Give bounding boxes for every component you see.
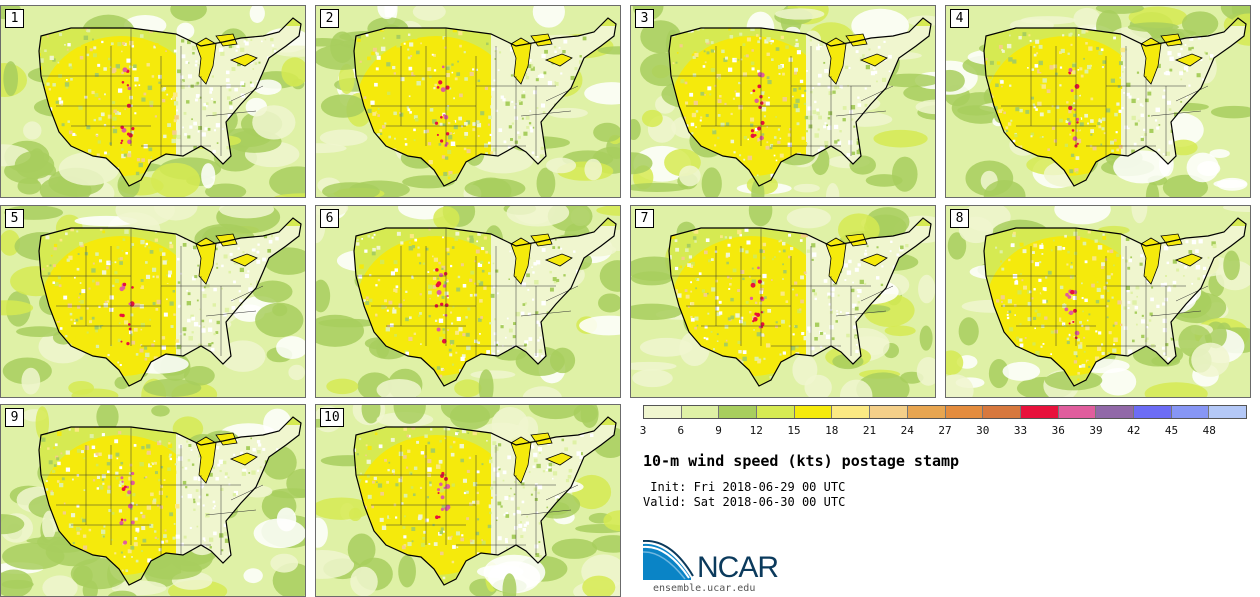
chart-title: 10-m wind speed (kts) postage stamp (643, 452, 960, 470)
wind-speed-map (631, 206, 935, 397)
colorbar-tick-label: 24 (900, 424, 914, 437)
colorbar-tick-label: 42 (1127, 424, 1141, 437)
member-label: 1 (5, 9, 24, 28)
colorbar-swatch (719, 406, 758, 418)
colorbar-swatch (1058, 406, 1097, 418)
member-panel-3: 3 (630, 5, 936, 198)
member-panel-4: 4 (945, 5, 1251, 198)
member-label: 8 (950, 209, 969, 228)
colorbar-tick-label: 27 (938, 424, 952, 437)
colorbar-swatch (794, 406, 833, 418)
member-label: 6 (320, 209, 339, 228)
colorbar-tick-label: 6 (677, 424, 685, 437)
wind-speed-map (1, 6, 305, 197)
colorbar-tick-label: 30 (976, 424, 990, 437)
member-label: 2 (320, 9, 339, 28)
colorbar-tick-label: 48 (1202, 424, 1216, 437)
colorbar-tick-label: 21 (862, 424, 877, 437)
wind-speed-map (316, 405, 620, 596)
colorbar-ticks: 3 6 9 12 15 18 21 24 27 30 33 36 39 42 45 48 (639, 424, 1247, 440)
member-label: 10 (320, 408, 344, 427)
member-panel-9: 9 (0, 404, 306, 597)
wind-speed-map (946, 6, 1250, 197)
colorbar-swatch (644, 406, 682, 418)
member-label: 7 (635, 209, 654, 228)
colorbar (643, 405, 1247, 419)
wind-speed-map (1, 405, 305, 596)
colorbar-swatch (1171, 406, 1210, 418)
colorbar-swatch (907, 406, 946, 418)
colorbar-swatch (1133, 406, 1172, 418)
wind-speed-map (316, 206, 620, 397)
colorbar-swatch (1209, 406, 1246, 418)
colorbar-tick-label: 3 (639, 424, 647, 437)
wind-speed-map (946, 206, 1250, 397)
colorbar-tick-label: 45 (1164, 424, 1179, 437)
member-label: 9 (5, 408, 24, 427)
colorbar-swatch (681, 406, 720, 418)
colorbar-swatch (1096, 406, 1134, 418)
logo-url: ensemble.ucar.edu (653, 583, 756, 594)
colorbar-tick-label: 39 (1089, 424, 1103, 437)
ncar-logo-icon (643, 540, 694, 580)
wind-speed-map (316, 6, 620, 197)
colorbar-swatch (757, 406, 795, 418)
colorbar-tick-label: 9 (715, 424, 722, 437)
colorbar-tick-label: 36 (1051, 424, 1065, 437)
wind-speed-map (1, 206, 305, 397)
colorbar-swatch (945, 406, 984, 418)
member-label: 3 (635, 9, 654, 28)
colorbar-tick-label: 15 (787, 424, 801, 437)
colorbar-tick-label: 33 (1013, 424, 1028, 437)
member-panel-2: 2 (315, 5, 621, 198)
member-panel-5: 5 (0, 205, 306, 398)
logo-name: NCAR (697, 551, 779, 584)
valid-time: Valid: Sat 2018-06-30 00 UTC (643, 495, 846, 509)
member-panel-10: 10 (315, 404, 621, 597)
colorbar-tick-label: 18 (825, 424, 839, 437)
colorbar-tick-label: 12 (749, 424, 763, 437)
member-label: 4 (950, 9, 969, 28)
init-time: Init: Fri 2018-06-29 00 UTC (643, 480, 846, 494)
member-label: 5 (5, 209, 24, 228)
member-panel-6: 6 (315, 205, 621, 398)
member-panel-8: 8 (945, 205, 1251, 398)
member-panel-1: 1 (0, 5, 306, 198)
colorbar-swatch (1020, 406, 1059, 418)
colorbar-swatch (832, 406, 871, 418)
member-panel-7: 7 (630, 205, 936, 398)
colorbar-swatch (870, 406, 908, 418)
wind-speed-map (631, 6, 935, 197)
colorbar-swatch (983, 406, 1021, 418)
